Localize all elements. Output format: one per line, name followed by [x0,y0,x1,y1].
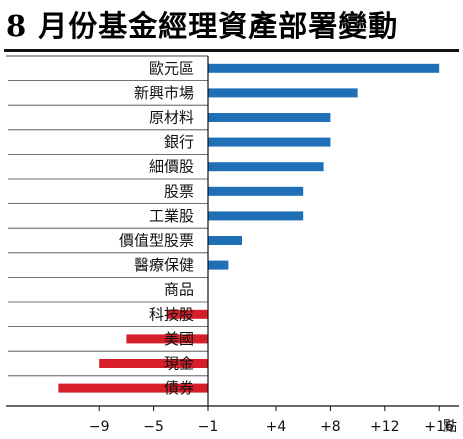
bar-positive [208,211,304,221]
category-label: 現金 [164,355,194,373]
bar-positive [208,113,331,122]
category-label: 原材料 [149,109,194,127]
bar-positive [208,63,440,73]
bar-positive [208,260,229,270]
category-rows [6,55,208,377]
x-tick-label: −5 [143,419,164,435]
category-label: 醫療保健 [134,256,194,274]
category-label: 債券 [164,379,194,397]
x-axis-unit: 點 [443,419,457,435]
category-label: 新興市場 [134,84,194,102]
category-label: 美國 [164,330,194,348]
bar-negative [58,383,209,393]
x-axis: −9 −5 −1 +4 +8 +12 +16 [6,405,459,435]
chart-title: 8 月份基金經理資產部署變動 [6,9,399,43]
bar-positive [208,162,324,172]
bar-positive [208,137,331,147]
bar-positive [208,88,358,98]
category-label: 商品 [164,281,194,299]
category-label: 細價股 [149,158,194,176]
x-tick-label: +8 [320,419,341,435]
title-rule [4,49,459,52]
bar-negative [99,359,208,368]
bars [58,63,440,393]
bar-negative [126,334,208,344]
bar-negative [167,309,208,319]
x-tick-label: +4 [266,419,287,435]
category-label: 工業股 [149,207,194,225]
category-label: 價值型股票 [119,232,194,250]
category-label: 科技股 [149,305,194,323]
x-tick-label: −9 [89,419,110,435]
bar-positive [208,186,304,196]
category-label: 股票 [164,182,194,200]
x-tick-label: −1 [198,419,219,435]
bar-positive [208,236,242,245]
category-label: 歐元區 [149,59,194,77]
x-tick-label: +16 [424,419,454,435]
category-label: 銀行 [164,133,194,151]
x-tick-label: +12 [370,419,400,435]
